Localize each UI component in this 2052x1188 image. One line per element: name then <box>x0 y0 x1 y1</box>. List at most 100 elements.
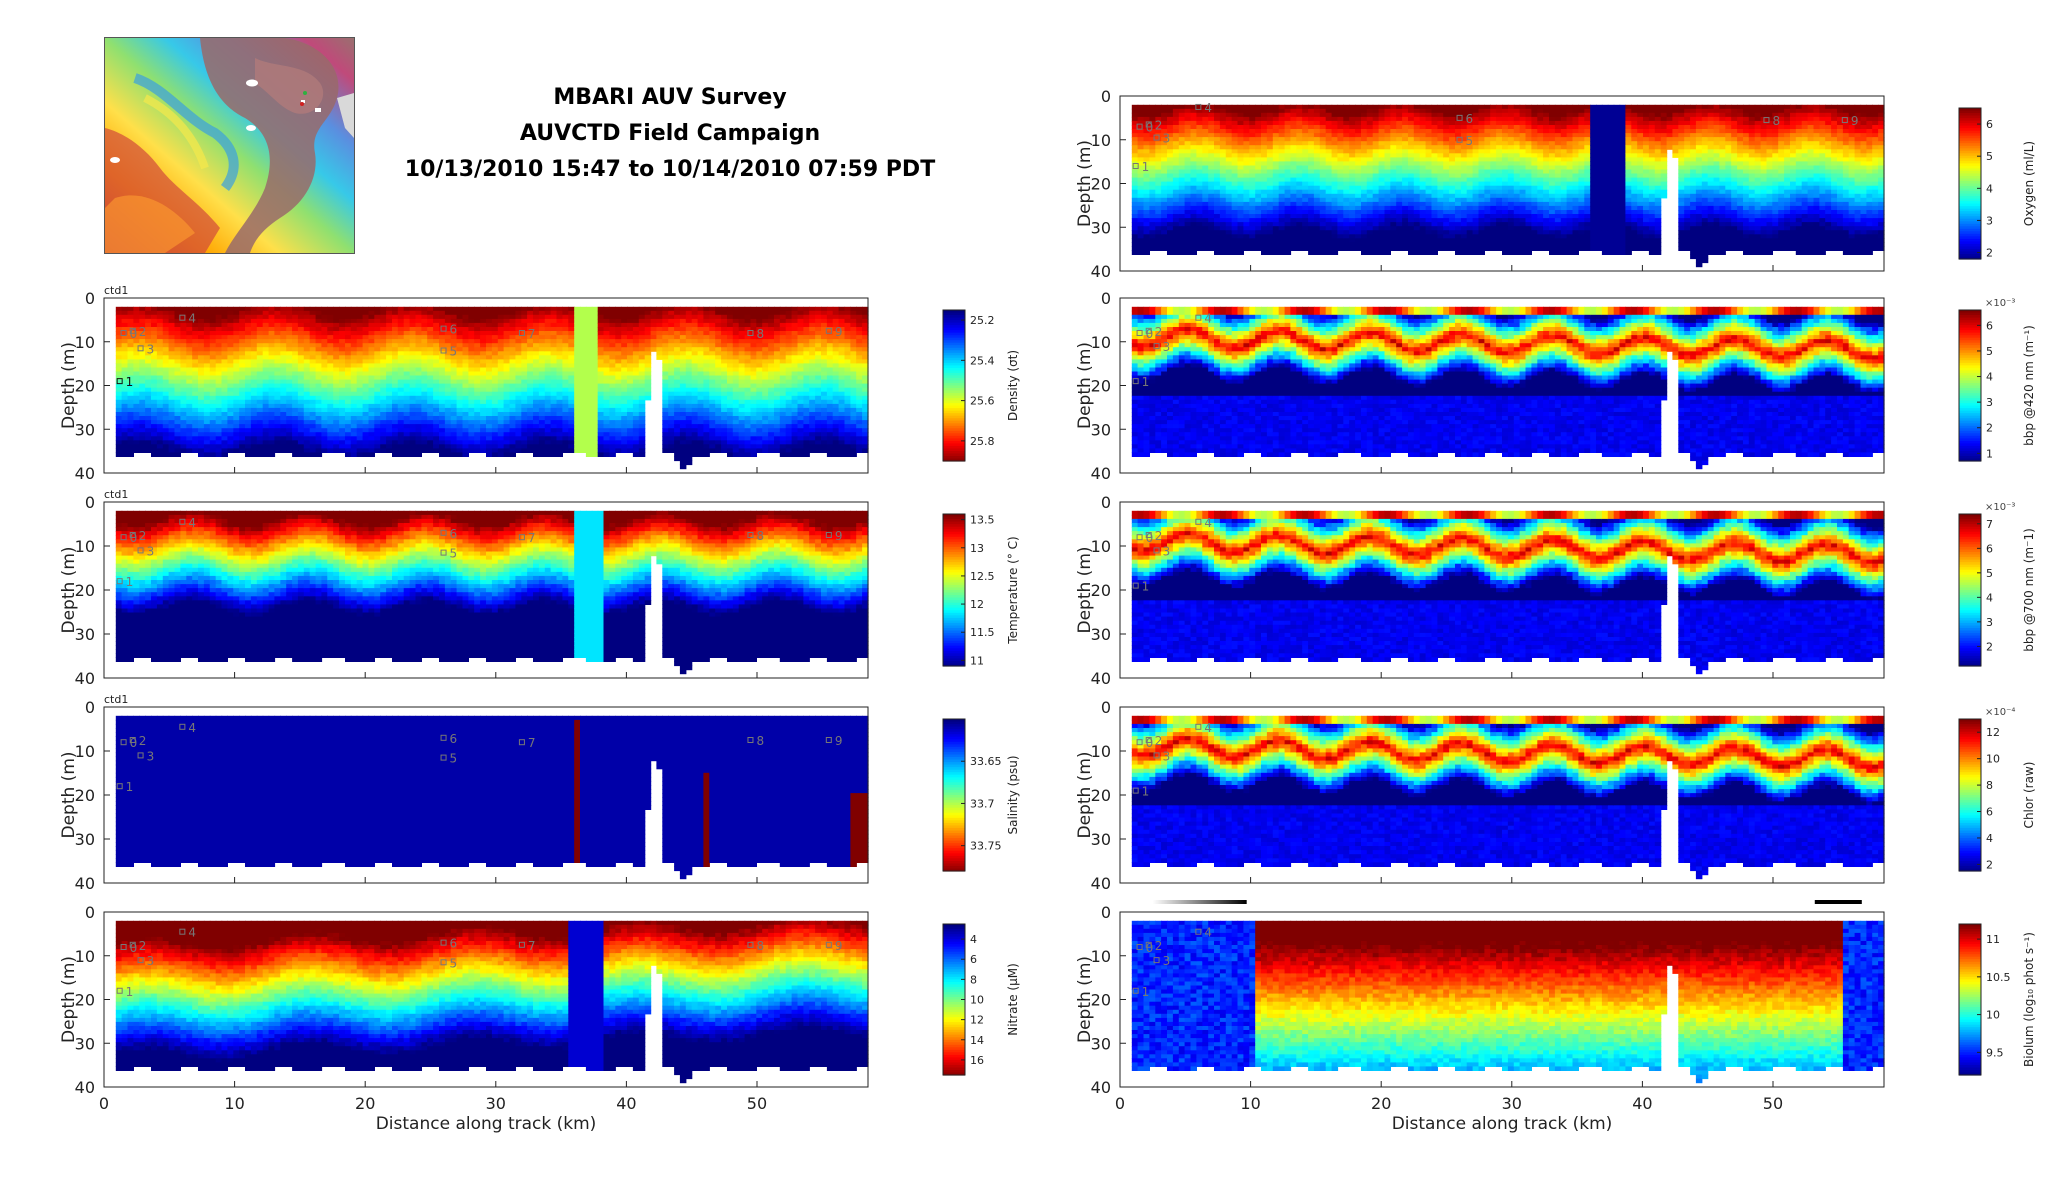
heatmap-cell <box>821 339 828 344</box>
heatmap-cell <box>598 400 605 405</box>
heatmap-cell <box>733 343 740 348</box>
heatmap-cell <box>557 408 564 413</box>
heatmap-cell <box>357 331 364 336</box>
heatmap-cell <box>739 372 746 377</box>
heatmap-cell <box>592 408 599 413</box>
heatmap-cell <box>333 368 340 373</box>
heatmap-cell <box>856 424 863 429</box>
heatmap-cell <box>169 319 176 324</box>
heatmap-cell <box>163 355 170 360</box>
heatmap-cell <box>662 331 669 336</box>
heatmap-cell <box>116 588 123 593</box>
heatmap-cell <box>645 368 652 373</box>
heatmap-cell <box>856 331 863 336</box>
heatmap-cell <box>222 396 229 401</box>
heatmap-cell <box>645 363 652 368</box>
heatmap-cell <box>116 388 123 393</box>
heatmap-cell <box>774 416 781 421</box>
heatmap-cell <box>780 380 787 385</box>
heatmap-cell <box>122 428 129 433</box>
heatmap-cell <box>580 347 587 352</box>
heatmap-cell <box>133 416 140 421</box>
heatmap-cell <box>639 355 646 360</box>
heatmap-cell <box>686 408 693 413</box>
heatmap-cell <box>492 335 499 340</box>
heatmap-cell <box>198 351 205 356</box>
heatmap-cell <box>604 452 611 457</box>
heatmap-cell <box>592 311 599 316</box>
heatmap-cell <box>539 428 546 433</box>
heatmap-cell <box>198 404 205 409</box>
heatmap-cell <box>733 347 740 352</box>
heatmap-cell <box>627 432 634 437</box>
heatmap-cell <box>416 343 423 348</box>
heatmap-cell <box>698 347 705 352</box>
heatmap-cell <box>392 408 399 413</box>
heatmap-cell <box>116 428 123 433</box>
heatmap-cell <box>286 319 293 324</box>
heatmap-cell <box>639 359 646 364</box>
heatmap-cell <box>762 319 769 324</box>
heatmap-cell <box>821 351 828 356</box>
heatmap-cell <box>480 440 487 445</box>
heatmap-cell <box>609 420 616 425</box>
heatmap-cell <box>580 343 587 348</box>
heatmap-cell <box>586 335 593 340</box>
heatmap-cell <box>216 319 223 324</box>
heatmap-cell <box>128 609 135 614</box>
heatmap-cell <box>298 380 305 385</box>
heatmap-cell <box>521 372 528 377</box>
heatmap-cell <box>204 384 211 389</box>
heatmap-cell <box>545 307 552 312</box>
heatmap-cell <box>169 376 176 381</box>
heatmap-cell <box>521 307 528 312</box>
heatmap-cell <box>357 444 364 449</box>
heatmap-cell <box>251 424 258 429</box>
heatmap-cell <box>239 359 246 364</box>
heatmap-cell <box>316 343 323 348</box>
heatmap-cell <box>286 448 293 453</box>
heatmap-cell <box>404 351 411 356</box>
heatmap-cell <box>257 396 264 401</box>
heatmap-cell <box>709 428 716 433</box>
heatmap-cell <box>416 315 423 320</box>
heatmap-cell <box>175 343 182 348</box>
heatmap-cell <box>662 436 669 441</box>
heatmap-cell <box>416 428 423 433</box>
heatmap-cell <box>357 376 364 381</box>
heatmap-cell <box>427 404 434 409</box>
heatmap-cell <box>698 440 705 445</box>
heatmap-cell <box>227 343 234 348</box>
heatmap-cell <box>269 392 276 397</box>
heatmap-cell <box>692 319 699 324</box>
heatmap-cell <box>592 368 599 373</box>
heatmap-cell <box>568 424 575 429</box>
heatmap-cell <box>833 396 840 401</box>
heatmap-cell <box>774 444 781 449</box>
heatmap-cell <box>703 359 710 364</box>
heatmap-cell <box>809 323 816 328</box>
heatmap-cell <box>145 432 152 437</box>
heatmap-cell <box>527 359 534 364</box>
heatmap-cell <box>562 424 569 429</box>
heatmap-cell <box>510 420 517 425</box>
heatmap-cell <box>745 372 752 377</box>
heatmap-cell <box>133 653 140 658</box>
heatmap-cell <box>133 609 140 614</box>
heatmap-cell <box>468 396 475 401</box>
heatmap-cell <box>798 432 805 437</box>
heatmap-cell <box>369 323 376 328</box>
heatmap-cell <box>204 400 211 405</box>
heatmap-cell <box>533 384 540 389</box>
heatmap-cell <box>762 428 769 433</box>
heatmap-cell <box>845 408 852 413</box>
heatmap-cell <box>803 331 810 336</box>
heatmap-cell <box>498 392 505 397</box>
heatmap-cell <box>351 392 358 397</box>
heatmap-cell <box>245 311 252 316</box>
heatmap-cell <box>674 311 681 316</box>
heatmap-cell <box>615 315 622 320</box>
heatmap-cell <box>492 343 499 348</box>
heatmap-cell <box>539 331 546 336</box>
heatmap-cell <box>145 596 152 601</box>
